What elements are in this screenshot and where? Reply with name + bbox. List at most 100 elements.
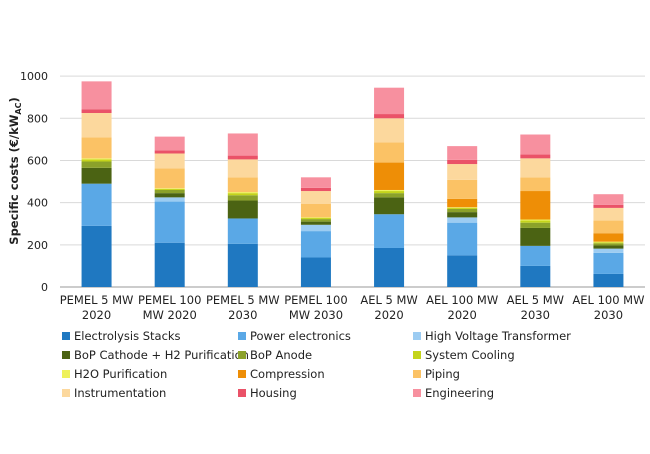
x-tick-label: AEL 100 MW bbox=[572, 293, 644, 307]
bar-segment-engineering bbox=[593, 194, 624, 205]
x-tick-label: 2020 bbox=[374, 308, 403, 322]
bar-segment-bop-anode bbox=[154, 189, 185, 194]
bar-segment-bop-anode bbox=[447, 208, 478, 213]
legend-swatch bbox=[413, 389, 421, 397]
bar-segment-power-electronics bbox=[593, 252, 624, 274]
bar-segment-system-cooling bbox=[520, 220, 551, 223]
legend-label: BoP Anode bbox=[250, 348, 312, 362]
bar-segment-instrumentation bbox=[154, 153, 185, 169]
legend-swatch bbox=[238, 332, 246, 340]
bar-segment-compression bbox=[593, 233, 624, 242]
legend-item: Piping bbox=[413, 367, 460, 381]
bar-segment-housing bbox=[593, 204, 624, 208]
bar-segment-system-cooling bbox=[154, 188, 185, 190]
legend-label: Engineering bbox=[425, 386, 494, 400]
legend-label: High Voltage Transformer bbox=[425, 329, 571, 343]
x-tick-label: AEL 100 MW bbox=[426, 293, 498, 307]
bar-segment-power-electronics bbox=[154, 201, 185, 243]
bar-segment-power-electronics bbox=[520, 245, 551, 266]
legend-label: Instrumentation bbox=[74, 386, 166, 400]
bar-segment-piping bbox=[300, 203, 331, 218]
legend-label: Piping bbox=[425, 367, 460, 381]
legend-swatch bbox=[62, 351, 70, 359]
bar-segment-high-voltage-transformer bbox=[154, 197, 185, 202]
y-tick-label: 400 bbox=[27, 197, 48, 210]
x-tick-label: AEL 5 MW bbox=[360, 293, 417, 307]
x-tick-label: MW 2030 bbox=[289, 308, 343, 322]
legend-item: Housing bbox=[238, 386, 297, 400]
legend-label: Power electronics bbox=[250, 329, 351, 343]
bar-segment-power-electronics bbox=[374, 214, 405, 248]
bar-segment-power-electronics bbox=[81, 183, 112, 226]
bar-segment-instrumentation bbox=[81, 113, 112, 138]
bar-segment-piping bbox=[81, 137, 112, 159]
bar-segment-bop-cathode-h2-purification bbox=[447, 212, 478, 218]
legend-swatch bbox=[413, 351, 421, 359]
bar-segment-engineering bbox=[300, 177, 331, 188]
bar-segment-h2o-purification bbox=[593, 241, 624, 243]
legend-swatch bbox=[413, 370, 421, 378]
y-axis-title-suffix: ) bbox=[7, 97, 21, 102]
legend-item: High Voltage Transformer bbox=[413, 329, 571, 343]
bar-segment-compression bbox=[374, 162, 405, 190]
x-tick-label: PEMEL 100 bbox=[138, 293, 201, 307]
legend-label: Compression bbox=[250, 367, 325, 381]
bar-segment-h2o-purification bbox=[300, 217, 331, 219]
bar-segment-piping bbox=[374, 142, 405, 163]
bar-segment-engineering bbox=[447, 146, 478, 160]
bar-segment-electrolysis-stacks bbox=[447, 255, 478, 287]
y-tick-label: 1000 bbox=[20, 70, 48, 83]
bar-segment-housing bbox=[447, 159, 478, 165]
bar-segment-bop-anode bbox=[227, 195, 258, 201]
bar-segment-system-cooling bbox=[227, 193, 258, 196]
bar-segment-housing bbox=[227, 155, 258, 160]
bar-segment-bop-cathode-h2-purification bbox=[154, 193, 185, 198]
bar-segment-system-cooling bbox=[81, 159, 112, 162]
y-tick-label: 600 bbox=[27, 154, 48, 167]
bar-segment-power-electronics bbox=[447, 222, 478, 256]
bar-segment-piping bbox=[593, 220, 624, 234]
bar-segment-bop-anode bbox=[374, 193, 405, 198]
bar-segment-bop-cathode-h2-purification bbox=[81, 167, 112, 184]
legend-item: Instrumentation bbox=[62, 386, 166, 400]
legend-item: Engineering bbox=[413, 386, 494, 400]
bar-segment-bop-anode bbox=[520, 222, 551, 228]
bar-segment-system-cooling bbox=[447, 207, 478, 209]
bar-segment-h2o-purification bbox=[374, 189, 405, 192]
x-tick-label: AEL 5 MW bbox=[507, 293, 564, 307]
bar-segment-h2o-purification bbox=[520, 219, 551, 221]
bar-segment-engineering bbox=[81, 81, 112, 110]
bars bbox=[81, 81, 624, 287]
bar-segment-bop-cathode-h2-purification bbox=[227, 200, 258, 219]
bar-segment-bop-anode bbox=[593, 243, 624, 246]
bar-segment-high-voltage-transformer bbox=[300, 224, 331, 232]
bar-segment-instrumentation bbox=[227, 159, 258, 178]
bar-segment-piping bbox=[227, 177, 258, 193]
bar-segment-housing bbox=[154, 150, 185, 154]
x-tick-label: 2030 bbox=[594, 308, 623, 322]
bar-segment-engineering bbox=[520, 134, 551, 155]
bar-segment-electrolysis-stacks bbox=[300, 257, 331, 287]
bar-segment-piping bbox=[154, 168, 185, 189]
legend-label: H2O Purification bbox=[74, 367, 167, 381]
legend-label: Electrolysis Stacks bbox=[74, 329, 181, 343]
y-axis-title-main: Specific costs (€/kW bbox=[7, 114, 21, 244]
bar-segment-electrolysis-stacks bbox=[593, 273, 624, 287]
bar-segment-piping bbox=[520, 177, 551, 192]
bar-segment-housing bbox=[81, 109, 112, 113]
bar-segment-instrumentation bbox=[374, 118, 405, 143]
x-tick-label: PEMEL 100 bbox=[284, 293, 347, 307]
legend-item: Electrolysis Stacks bbox=[62, 329, 181, 343]
bar-segment-power-electronics bbox=[300, 231, 331, 258]
bar-segment-bop-cathode-h2-purification bbox=[300, 221, 331, 225]
bar-segment-system-cooling bbox=[593, 242, 624, 244]
bar-segment-compression bbox=[520, 191, 551, 220]
bar-segment-h2o-purification bbox=[154, 188, 185, 189]
bar-segment-system-cooling bbox=[300, 218, 331, 220]
bar-segment-engineering bbox=[154, 136, 185, 151]
legend-swatch bbox=[62, 332, 70, 340]
x-tick-label: 2020 bbox=[448, 308, 477, 322]
